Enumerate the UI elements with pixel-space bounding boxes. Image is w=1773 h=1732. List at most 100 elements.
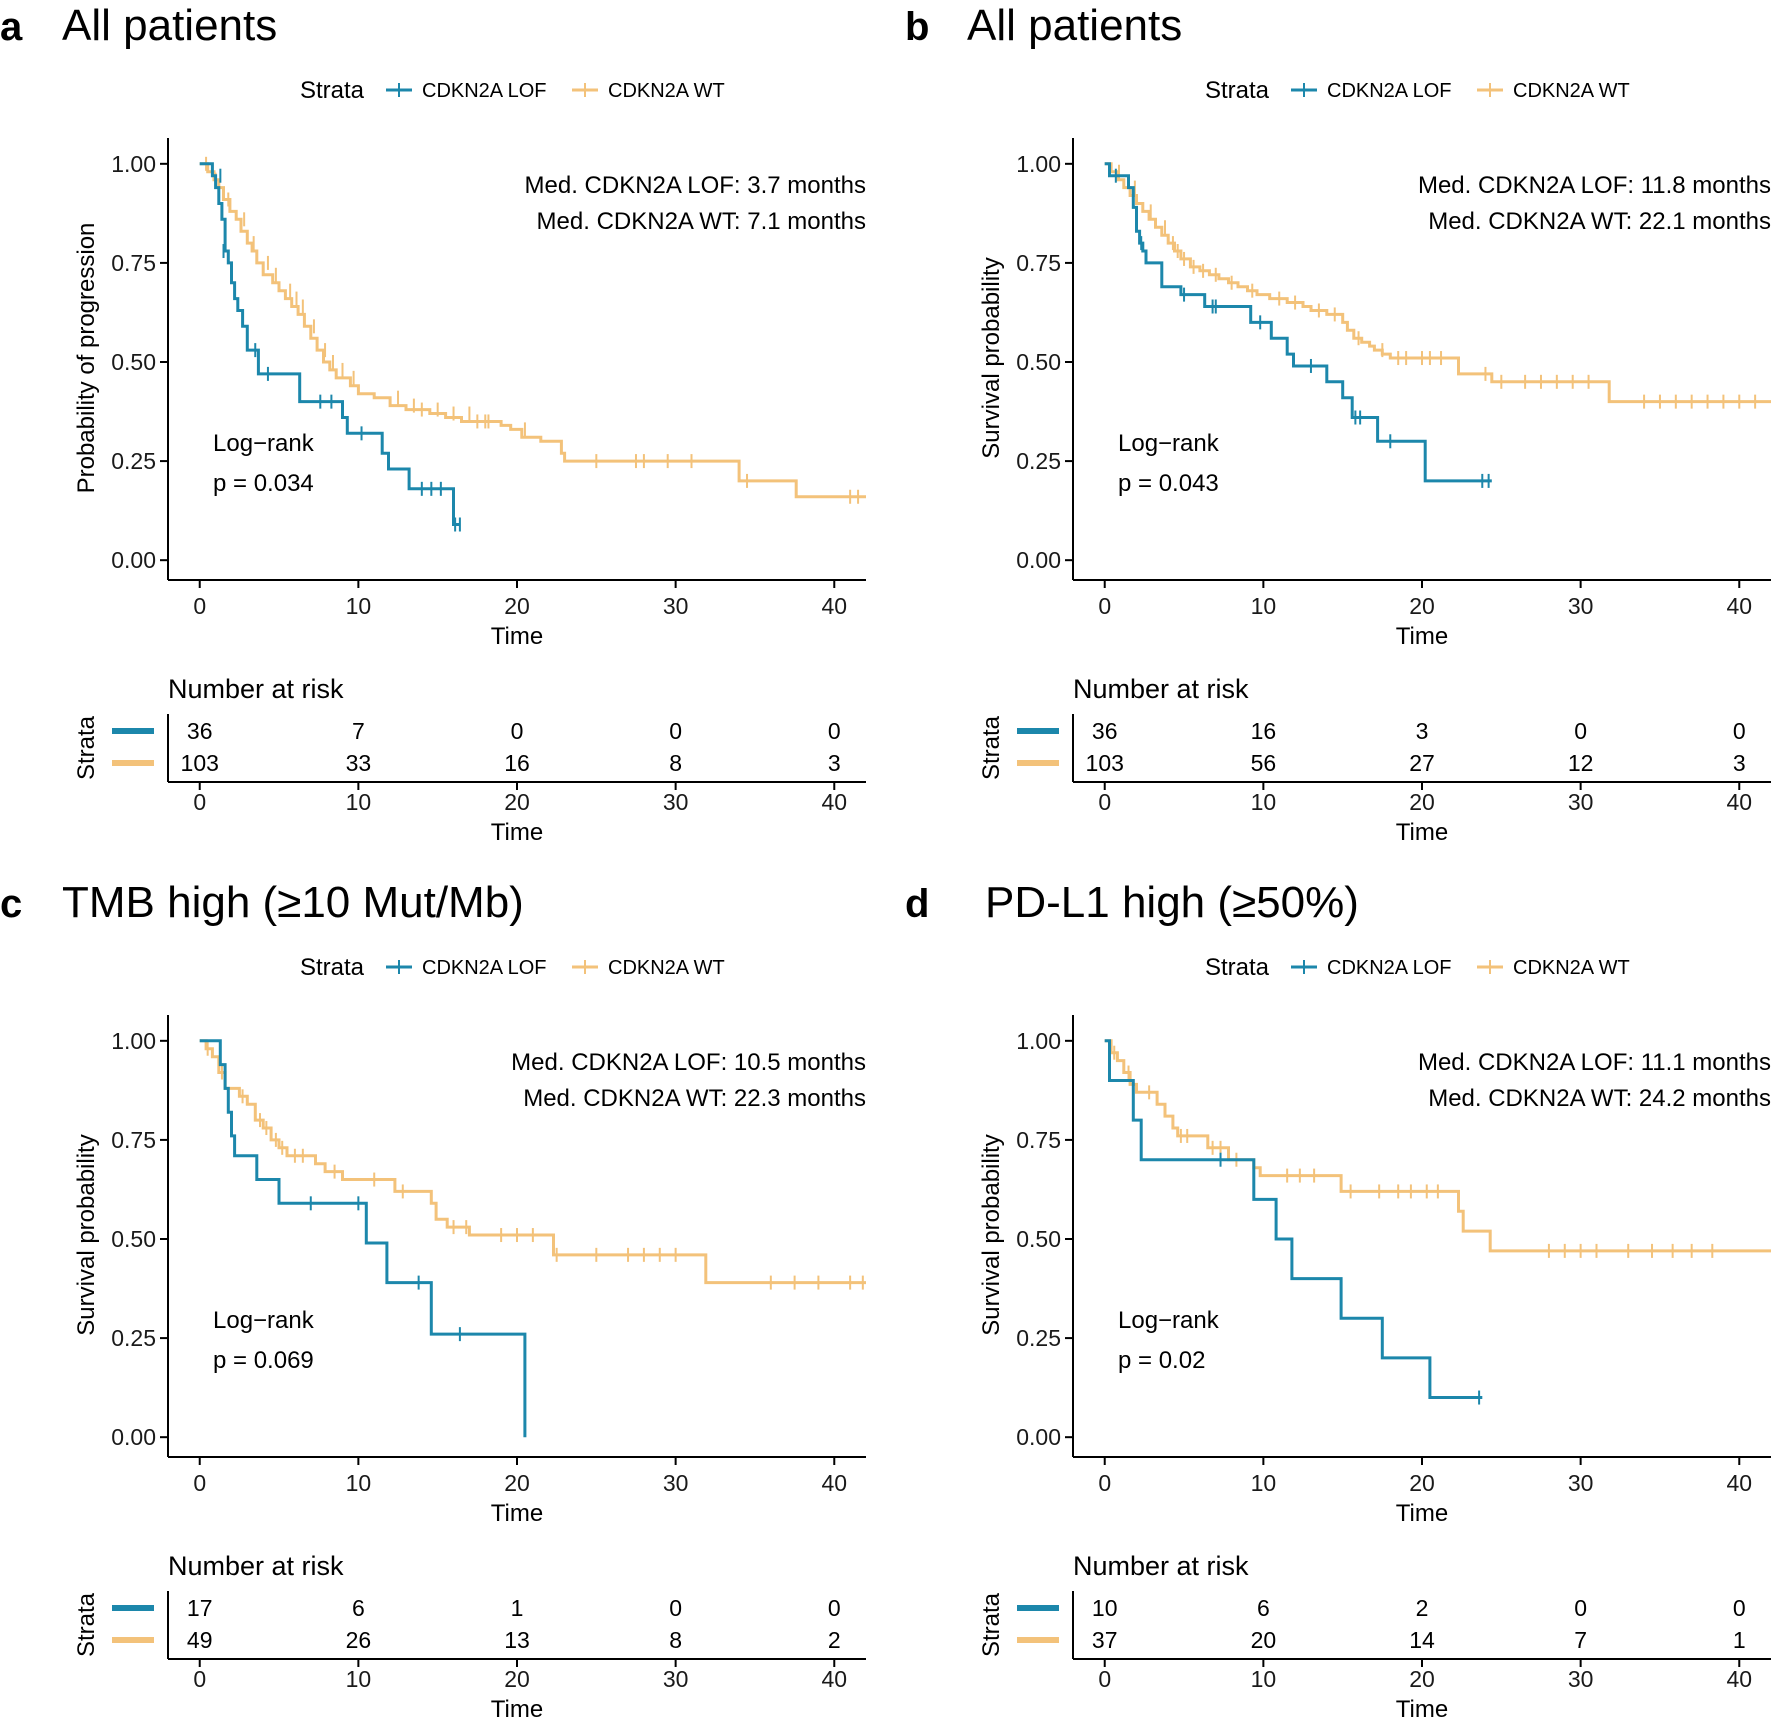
risk-count: 0	[828, 1595, 841, 1621]
risk-count: 3	[1733, 750, 1746, 776]
risk-count: 103	[181, 750, 219, 776]
risk-x-tick-label: 40	[821, 1666, 847, 1692]
x-axis-title: Time	[1396, 1500, 1448, 1527]
risk-count: 14	[1409, 1627, 1435, 1653]
risk-count: 56	[1251, 750, 1277, 776]
risk-table-title: Number at risk	[168, 674, 344, 704]
p-value-label: p = 0.069	[213, 1347, 314, 1374]
risk-x-tick-label: 20	[504, 1666, 530, 1692]
x-tick-label: 20	[504, 1470, 530, 1496]
y-tick-label: 0.75	[111, 250, 156, 276]
risk-count: 27	[1409, 750, 1435, 776]
y-tick-label: 0.25	[1016, 448, 1061, 474]
km-curve-lof	[1104, 162, 1492, 483]
km-curve-wt	[1104, 162, 1771, 404]
legend-title: Strata	[300, 954, 365, 981]
legend: Strata CDKN2A LOF CDKN2A WT	[1205, 954, 1630, 981]
risk-x-axis-title: Time	[491, 819, 543, 846]
risk-count: 2	[828, 1627, 841, 1653]
risk-count: 20	[1251, 1627, 1277, 1653]
logrank-label: Log−rank	[213, 430, 315, 457]
median-lof-label: Med. CDKN2A LOF: 11.8 months	[1418, 172, 1771, 199]
x-tick-label: 30	[663, 593, 689, 619]
y-tick-label: 1.00	[111, 151, 156, 177]
risk-count: 3	[1416, 718, 1429, 744]
x-tick-label: 20	[1409, 593, 1435, 619]
x-tick-label: 40	[821, 1470, 847, 1496]
legend-title: Strata	[300, 77, 365, 104]
legend-title: Strata	[1205, 77, 1270, 104]
risk-count: 8	[669, 1627, 682, 1653]
y-tick-label: 1.00	[1016, 1028, 1061, 1054]
y-tick-label: 0.25	[111, 448, 156, 474]
risk-count: 13	[504, 1627, 530, 1653]
risk-count: 12	[1568, 750, 1594, 776]
median-lof-label: Med. CDKN2A LOF: 11.1 months	[1418, 1049, 1771, 1076]
median-wt-label: Med. CDKN2A WT: 22.1 months	[1428, 208, 1771, 235]
y-tick-label: 0.50	[1016, 1226, 1061, 1252]
y-axis-title: Probability of progression	[73, 223, 100, 494]
risk-count: 6	[1257, 1595, 1270, 1621]
x-tick-label: 0	[193, 593, 206, 619]
x-tick-label: 10	[346, 1470, 372, 1496]
risk-count: 37	[1092, 1627, 1118, 1653]
y-tick-label: 0.00	[111, 1424, 156, 1450]
risk-x-tick-label: 10	[1251, 789, 1277, 815]
legend-label-wt: CDKN2A WT	[608, 957, 725, 979]
panel-d: d PD-L1 high (≥50%) Strata CDKN2A LOF CDKN2A…	[905, 878, 1771, 1723]
risk-count: 0	[1733, 1595, 1746, 1621]
x-tick-label: 20	[504, 593, 530, 619]
risk-y-axis-title: Strata	[978, 1592, 1005, 1657]
risk-count: 8	[669, 750, 682, 776]
risk-y-axis-title: Strata	[978, 715, 1005, 780]
y-tick-label: 0.00	[1016, 1424, 1061, 1450]
y-tick-label: 0.00	[1016, 547, 1061, 573]
risk-count: 7	[352, 718, 365, 744]
p-value-label: p = 0.02	[1118, 1347, 1205, 1374]
y-tick-label: 0.25	[1016, 1325, 1061, 1351]
risk-x-tick-label: 20	[1409, 789, 1435, 815]
p-value-label: p = 0.043	[1118, 470, 1219, 497]
legend: Strata CDKN2A LOF CDKN2A WT	[1205, 77, 1630, 104]
risk-x-tick-label: 30	[1568, 789, 1594, 815]
risk-count: 26	[346, 1627, 372, 1653]
median-wt-label: Med. CDKN2A WT: 24.2 months	[1428, 1085, 1771, 1112]
y-tick-label: 0.50	[111, 349, 156, 375]
legend-label-wt: CDKN2A WT	[608, 80, 725, 102]
panel-title: TMB high (≥10 Mut/Mb)	[62, 878, 524, 927]
risk-count: 103	[1086, 750, 1124, 776]
risk-x-tick-label: 10	[1251, 1666, 1277, 1692]
risk-table: Number at risk 36 7 0 0 0 103 33 16 8 3 Strata 0 10 20…	[73, 674, 866, 846]
risk-count: 0	[511, 718, 524, 744]
y-tick-label: 0.50	[111, 1226, 156, 1252]
risk-x-axis-title: Time	[491, 1696, 543, 1723]
x-axis-title: Time	[1396, 623, 1448, 650]
risk-x-tick-label: 0	[1098, 789, 1111, 815]
risk-count: 17	[187, 1595, 213, 1621]
legend-label-lof: CDKN2A LOF	[422, 80, 546, 102]
y-tick-label: 0.75	[111, 1127, 156, 1153]
km-curve-lof	[199, 1039, 527, 1438]
risk-x-tick-label: 0	[1098, 1666, 1111, 1692]
panel-b: b All patients Strata CDKN2A LOF CDKN2A WT 0.…	[905, 1, 1771, 846]
panel-letter: c	[0, 882, 22, 926]
panel-c: c TMB high (≥10 Mut/Mb) Strata CDKN2A LOF CD…	[0, 878, 866, 1723]
panel-letter: b	[905, 5, 929, 49]
risk-count: 1	[1733, 1627, 1746, 1653]
y-tick-label: 0.00	[111, 547, 156, 573]
p-value-label: p = 0.034	[213, 470, 314, 497]
legend-label-wt: CDKN2A WT	[1513, 80, 1630, 102]
risk-x-tick-label: 0	[193, 1666, 206, 1692]
x-tick-label: 0	[193, 1470, 206, 1496]
risk-x-tick-label: 10	[346, 1666, 372, 1692]
x-tick-label: 10	[346, 593, 372, 619]
risk-x-tick-label: 30	[663, 789, 689, 815]
y-tick-label: 0.75	[1016, 1127, 1061, 1153]
x-tick-label: 10	[1251, 1470, 1277, 1496]
logrank-label: Log−rank	[1118, 1307, 1220, 1334]
median-lof-label: Med. CDKN2A LOF: 10.5 months	[511, 1049, 866, 1076]
